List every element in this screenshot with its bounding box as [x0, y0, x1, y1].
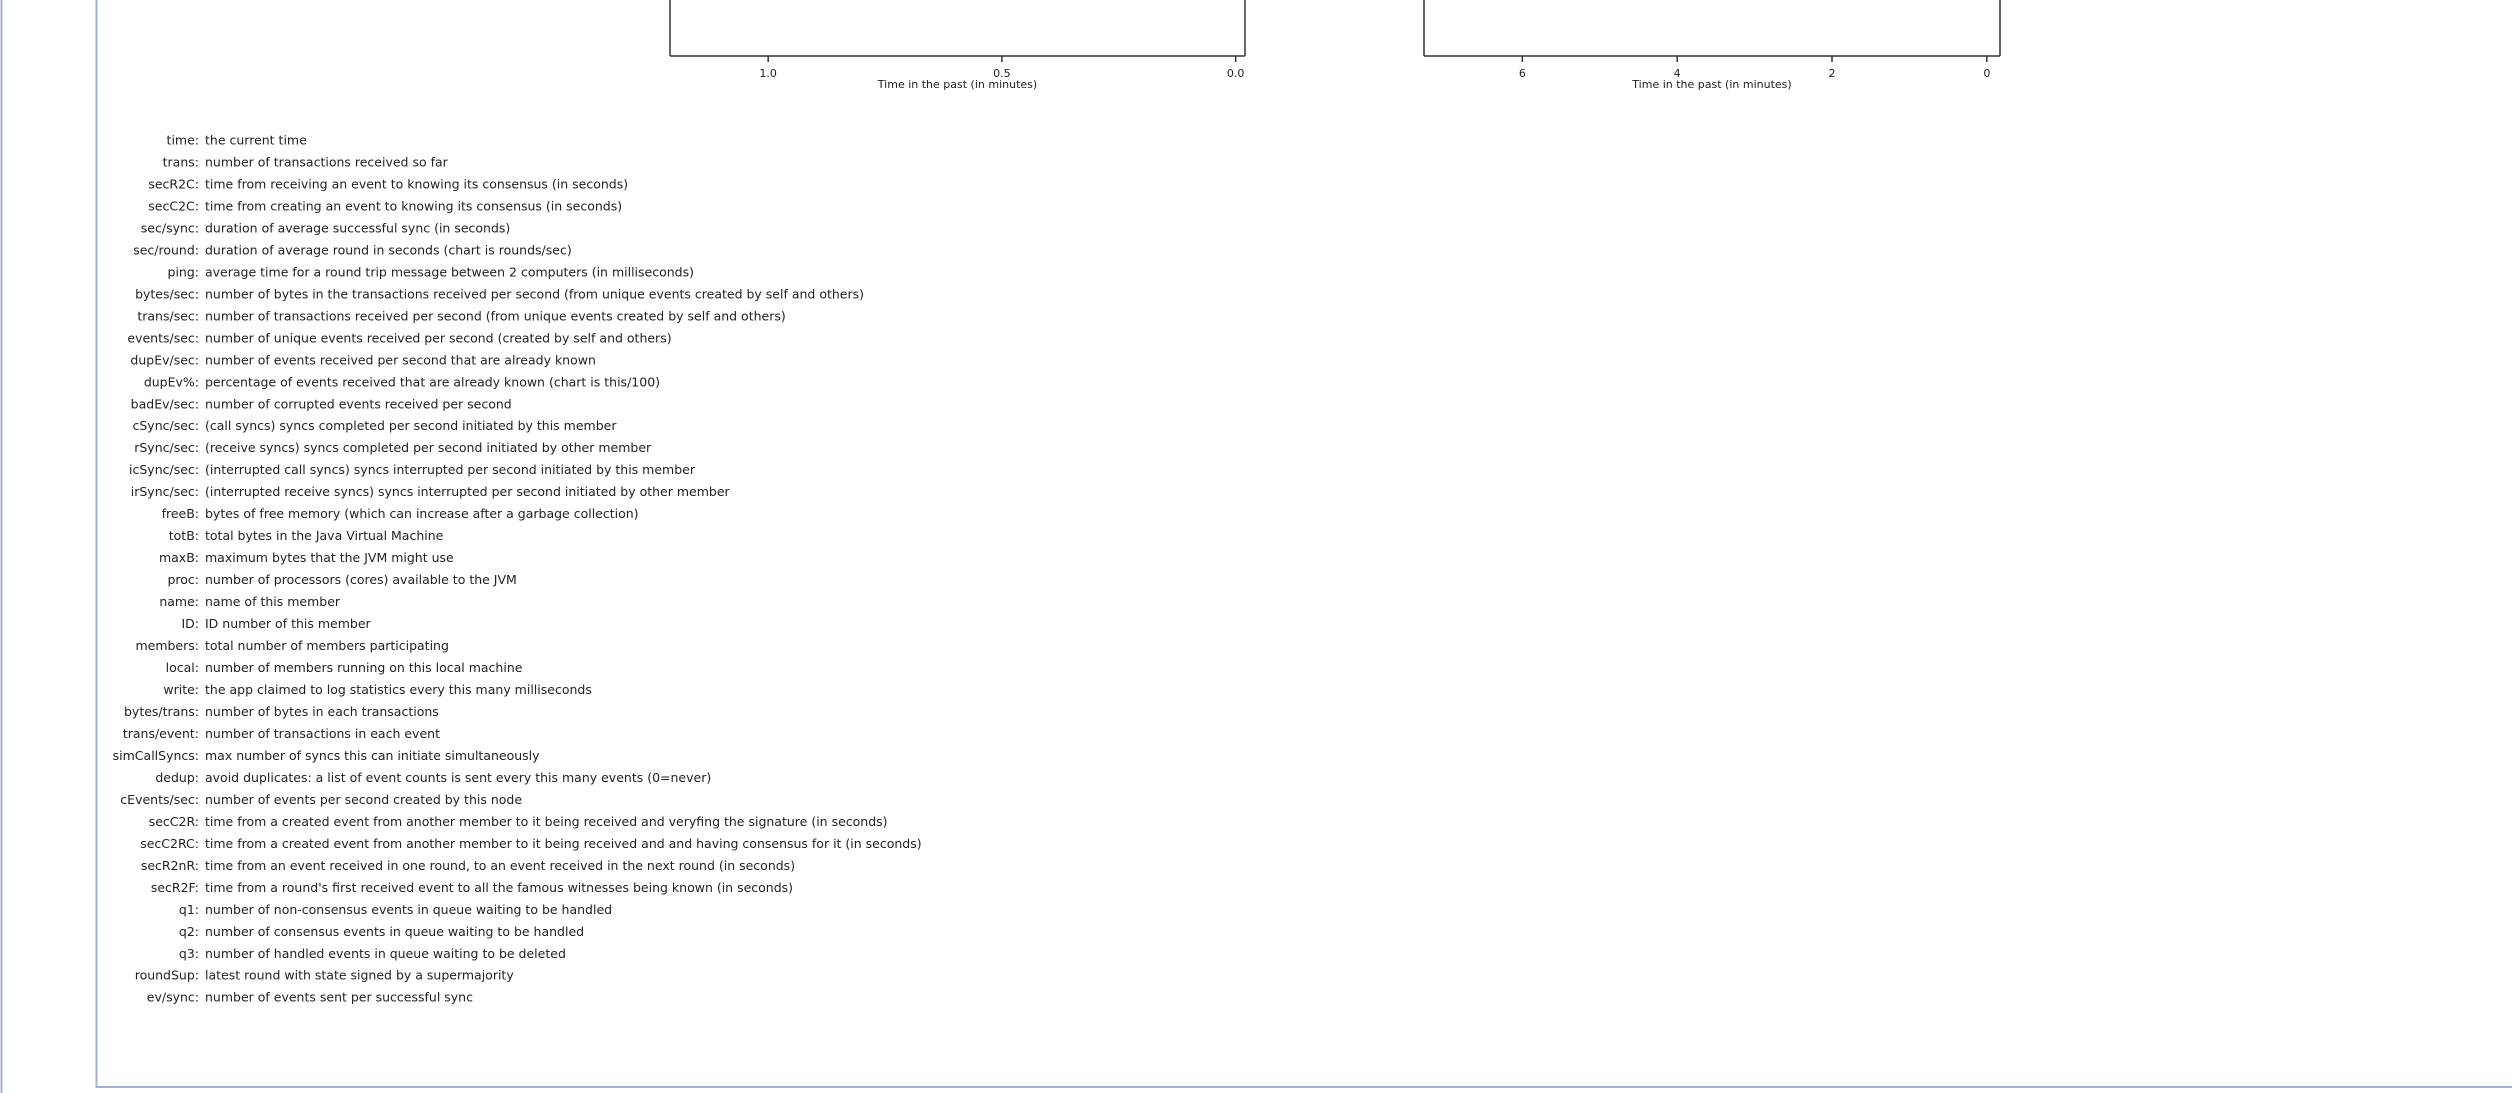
stat-description: number of handled events in queue waitin…	[205, 946, 566, 961]
panel-border	[95, 0, 2512, 1088]
stat-description: time from receiving an event to knowing …	[205, 176, 628, 191]
stat-description: avoid duplicates: a list of event counts…	[205, 770, 711, 785]
stat-description: average time for a round trip message be…	[205, 264, 694, 279]
stat-description: number of consensus events in queue wait…	[205, 924, 584, 939]
stat-description: latest round with state signed by a supe…	[205, 968, 514, 983]
x-tick-label: 1.0	[759, 67, 777, 80]
stat-key: proc:	[167, 572, 199, 587]
stat-key: roundSup:	[135, 968, 199, 983]
stat-key: name:	[159, 594, 199, 609]
stat-key: totB:	[169, 528, 199, 543]
stat-key: local:	[166, 660, 199, 675]
stat-key: ping:	[168, 264, 199, 279]
stat-key: q3:	[179, 946, 199, 961]
stat-key: irSync/sec:	[131, 484, 199, 499]
x-axis-label: Time in the past (in minutes)	[877, 78, 1037, 91]
stat-description: name of this member	[205, 594, 341, 609]
stat-description: number of bytes in the transactions rece…	[205, 286, 864, 301]
stat-description: max number of syncs this can initiate si…	[205, 748, 540, 763]
stat-description: the app claimed to log statistics every …	[205, 682, 592, 697]
stat-key: secC2C:	[148, 198, 199, 213]
stat-description: maximum bytes that the JVM might use	[205, 550, 454, 565]
stat-key: write:	[163, 682, 199, 697]
stat-description: time from a round's first received event…	[205, 880, 793, 895]
stat-key: cSync/sec:	[133, 418, 200, 433]
stat-description: time from creating an event to knowing i…	[205, 198, 622, 213]
stat-key: ID:	[181, 616, 199, 631]
stat-key: members:	[135, 638, 199, 653]
stat-key: events/sec:	[127, 330, 199, 345]
stat-description: number of transactions in each event	[205, 726, 440, 741]
stat-key: q1:	[179, 902, 199, 917]
stat-key: ev/sync:	[147, 990, 199, 1005]
stat-key: dedup:	[155, 770, 199, 785]
stat-description: number of transactions received so far	[205, 154, 449, 169]
x-tick-label: 0.0	[1227, 67, 1245, 80]
stat-description: time from an event received in one round…	[205, 858, 795, 873]
stat-key: time:	[167, 133, 199, 148]
stat-description: duration of average round in seconds (ch…	[205, 242, 572, 257]
stat-key: trans/event:	[123, 726, 199, 741]
stat-key: trans:	[163, 154, 199, 169]
stat-description: total bytes in the Java Virtual Machine	[205, 528, 444, 543]
stat-key: sec/round:	[133, 242, 199, 257]
stat-key: sec/sync:	[141, 220, 199, 235]
stat-description: total number of members participating	[205, 638, 449, 653]
stat-description: duration of average successful sync (in …	[205, 220, 510, 235]
stat-key: maxB:	[159, 550, 199, 565]
stat-description: (call syncs) syncs completed per second …	[205, 418, 617, 433]
stat-key: badEv/sec:	[131, 396, 199, 411]
stat-key: trans/sec:	[137, 308, 199, 323]
stat-key: secR2C:	[148, 176, 199, 191]
stat-description: number of events received per second tha…	[205, 352, 596, 367]
stat-key: dupEv%:	[144, 374, 199, 389]
stat-key: bytes/trans:	[124, 704, 199, 719]
x-tick-label: 6	[1519, 67, 1526, 80]
stat-description: number of transactions received per seco…	[205, 308, 786, 323]
x-tick-label: 4	[1674, 67, 1681, 80]
stat-key: secR2F:	[151, 880, 199, 895]
stat-key: icSync/sec:	[129, 462, 199, 477]
stat-description: bytes of free memory (which can increase…	[205, 506, 639, 521]
stat-description: number of events sent per successful syn…	[205, 990, 473, 1005]
stat-key: simCallSyncs:	[113, 748, 199, 763]
stat-key: secC2R:	[149, 814, 199, 829]
stat-key: secC2RC:	[140, 836, 199, 851]
x-tick-label: 0	[1983, 67, 1990, 80]
stat-description: (receive syncs) syncs completed per seco…	[205, 440, 652, 455]
stat-description: number of events per second created by t…	[205, 792, 522, 807]
stat-description: number of corrupted events received per …	[205, 396, 512, 411]
stat-description: number of processors (cores) available t…	[205, 572, 517, 587]
x-tick-label: 0.5	[993, 67, 1011, 80]
stat-description: ID number of this member	[205, 616, 372, 631]
stat-description: (interrupted call syncs) syncs interrupt…	[205, 462, 696, 477]
stat-key: rSync/sec:	[134, 440, 199, 455]
stat-description: time from a created event from another m…	[205, 814, 888, 829]
stat-description: time from a created event from another m…	[205, 836, 922, 851]
stat-key: secR2nR:	[141, 858, 199, 873]
stat-description: number of unique events received per sec…	[205, 330, 672, 345]
stat-key: cEvents/sec:	[120, 792, 199, 807]
stat-description: number of members running on this local …	[205, 660, 523, 675]
x-axis-label: Time in the past (in minutes)	[1631, 78, 1791, 91]
stat-key: freeB:	[162, 506, 199, 521]
stat-description: the current time	[205, 133, 307, 148]
stat-key: dupEv/sec:	[130, 352, 199, 367]
stat-description: number of non-consensus events in queue …	[205, 902, 612, 917]
stat-description: number of bytes in each transactions	[205, 704, 439, 719]
stat-description: percentage of events received that are a…	[205, 374, 660, 389]
stat-key: bytes/sec:	[135, 286, 199, 301]
stat-key: q2:	[179, 924, 199, 939]
stat-description: (interrupted receive syncs) syncs interr…	[205, 484, 731, 499]
x-tick-label: 2	[1829, 67, 1836, 80]
